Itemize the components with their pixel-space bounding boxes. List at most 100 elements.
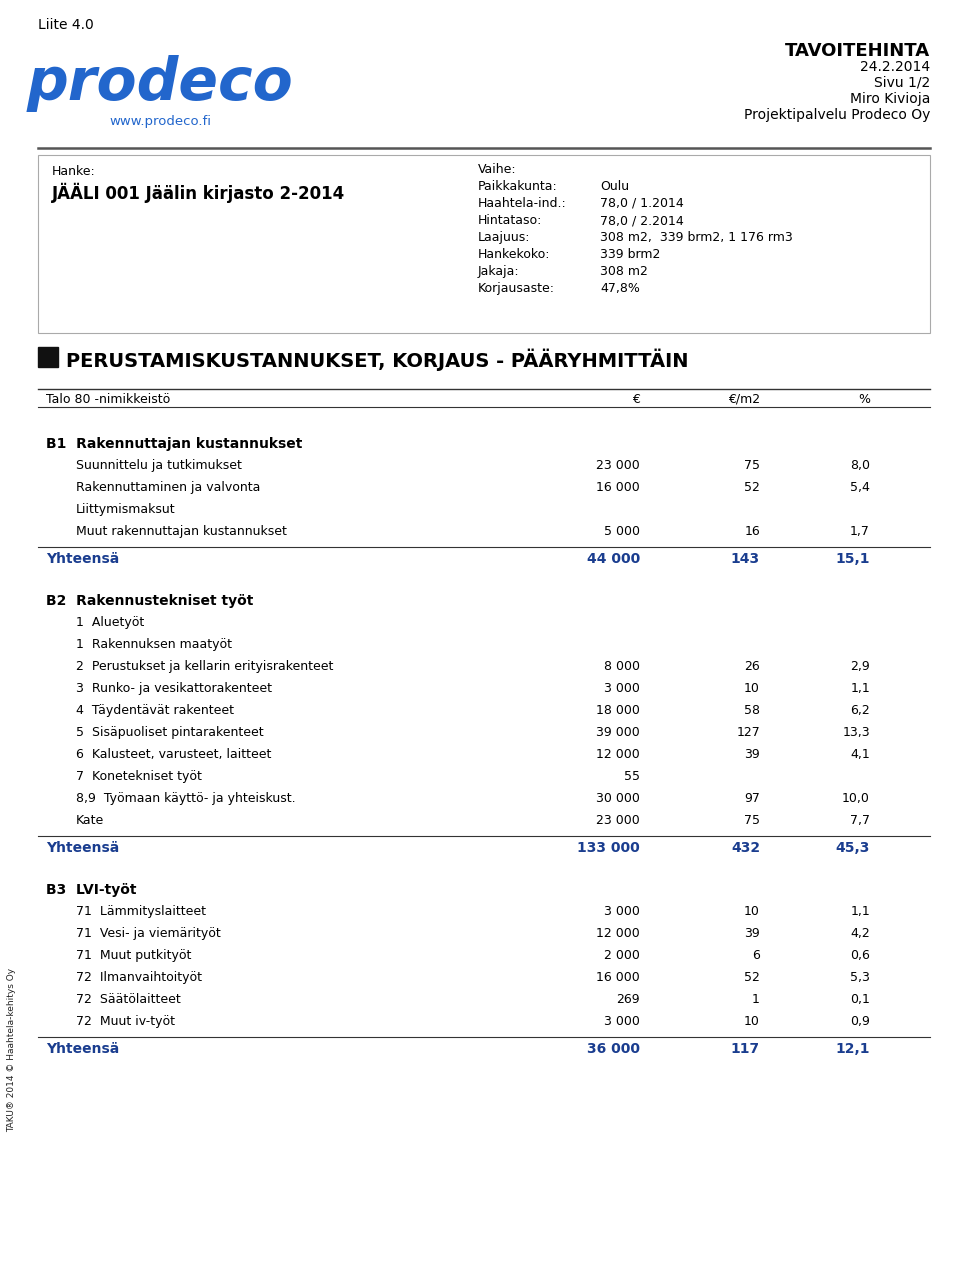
Text: 36 000: 36 000	[587, 1041, 640, 1056]
Text: €/m2: €/m2	[728, 393, 760, 406]
Text: 97: 97	[744, 792, 760, 804]
Text: Liite 4.0: Liite 4.0	[38, 18, 94, 32]
Text: Haahtela-ind.:: Haahtela-ind.:	[478, 197, 566, 210]
Text: 47,8%: 47,8%	[600, 282, 640, 295]
Text: JÄÄLI 001 Jäälin kirjasto 2-2014: JÄÄLI 001 Jäälin kirjasto 2-2014	[52, 183, 346, 204]
Text: 52: 52	[744, 480, 760, 494]
Text: Rakennuttaminen ja valvonta: Rakennuttaminen ja valvonta	[76, 480, 260, 494]
Text: 7,7: 7,7	[850, 813, 870, 828]
Text: 2 000: 2 000	[604, 949, 640, 962]
Text: 1,1: 1,1	[851, 681, 870, 696]
Text: 16 000: 16 000	[596, 971, 640, 984]
Text: 12 000: 12 000	[596, 927, 640, 940]
Text: Talo 80 -nimikkeistö: Talo 80 -nimikkeistö	[46, 393, 170, 406]
Text: 75: 75	[744, 459, 760, 471]
Text: 16: 16	[744, 525, 760, 538]
Text: 12,1: 12,1	[835, 1041, 870, 1056]
Text: Vaihe:: Vaihe:	[478, 163, 516, 175]
Text: www.prodeco.fi: www.prodeco.fi	[109, 115, 211, 128]
Text: 45,3: 45,3	[835, 842, 870, 854]
Text: 10: 10	[744, 904, 760, 918]
Text: 55: 55	[624, 770, 640, 783]
Text: 127: 127	[736, 726, 760, 739]
Text: 2  Perustukset ja kellarin erityisrakenteet: 2 Perustukset ja kellarin erityisrakente…	[76, 660, 333, 673]
Text: 71  Vesi- ja viemärityöt: 71 Vesi- ja viemärityöt	[76, 927, 221, 940]
Text: 18 000: 18 000	[596, 705, 640, 717]
Text: 6,2: 6,2	[851, 705, 870, 717]
Text: 0,9: 0,9	[851, 1015, 870, 1027]
Text: 308 m2,  339 brm2, 1 176 rm3: 308 m2, 339 brm2, 1 176 rm3	[600, 231, 793, 243]
Text: 432: 432	[731, 842, 760, 854]
Text: 1,1: 1,1	[851, 904, 870, 918]
Text: 0,1: 0,1	[851, 993, 870, 1006]
Text: B1  Rakennuttajan kustannukset: B1 Rakennuttajan kustannukset	[46, 437, 302, 451]
Text: Laajuus:: Laajuus:	[478, 231, 531, 243]
Text: Korjausaste:: Korjausaste:	[478, 282, 555, 295]
Text: 10: 10	[744, 681, 760, 696]
Text: 1  Rakennuksen maatyöt: 1 Rakennuksen maatyöt	[76, 638, 232, 651]
Text: 10,0: 10,0	[842, 792, 870, 804]
Text: 5,4: 5,4	[851, 480, 870, 494]
Text: 58: 58	[744, 705, 760, 717]
Text: Hintataso:: Hintataso:	[478, 214, 542, 227]
Text: %: %	[858, 393, 870, 406]
Text: 5  Sisäpuoliset pintarakenteet: 5 Sisäpuoliset pintarakenteet	[76, 726, 264, 739]
Text: 5 000: 5 000	[604, 525, 640, 538]
Text: 72  Säätölaitteet: 72 Säätölaitteet	[76, 993, 180, 1006]
Text: 1: 1	[752, 993, 760, 1006]
Text: 75: 75	[744, 813, 760, 828]
Text: 52: 52	[744, 971, 760, 984]
Text: Paikkakunta:: Paikkakunta:	[478, 181, 558, 193]
Text: 10: 10	[744, 1015, 760, 1027]
Text: Sivu 1/2: Sivu 1/2	[874, 76, 930, 90]
Text: prodeco: prodeco	[27, 55, 294, 111]
Text: TAVOITEHINTA: TAVOITEHINTA	[785, 42, 930, 60]
Text: Liittymismaksut: Liittymismaksut	[76, 503, 176, 516]
Text: 30 000: 30 000	[596, 792, 640, 804]
Text: 1,7: 1,7	[851, 525, 870, 538]
Text: B3  LVI-työt: B3 LVI-työt	[46, 883, 136, 897]
Text: 1  Aluetyöt: 1 Aluetyöt	[76, 616, 144, 629]
Bar	[38, 347, 58, 366]
Text: 117: 117	[731, 1041, 760, 1056]
Text: 3 000: 3 000	[604, 904, 640, 918]
Text: 6: 6	[752, 949, 760, 962]
Text: Yhteensä: Yhteensä	[46, 1041, 119, 1056]
Text: Suunnittelu ja tutkimukset: Suunnittelu ja tutkimukset	[76, 459, 242, 471]
Text: 3 000: 3 000	[604, 1015, 640, 1027]
Text: 13,3: 13,3	[842, 726, 870, 739]
Text: €: €	[632, 393, 640, 406]
Text: 23 000: 23 000	[596, 459, 640, 471]
Text: Oulu: Oulu	[600, 181, 629, 193]
Text: TAKU® 2014 © Haahtela-kehitys Oy: TAKU® 2014 © Haahtela-kehitys Oy	[8, 968, 16, 1132]
FancyBboxPatch shape	[38, 155, 930, 333]
Text: 44 000: 44 000	[587, 552, 640, 566]
Text: 143: 143	[731, 552, 760, 566]
Text: Jakaja:: Jakaja:	[478, 265, 519, 278]
Text: 72  Muut iv-työt: 72 Muut iv-työt	[76, 1015, 175, 1027]
Text: 6  Kalusteet, varusteet, laitteet: 6 Kalusteet, varusteet, laitteet	[76, 748, 272, 761]
Text: 8,9  Työmaan käyttö- ja yhteiskust.: 8,9 Työmaan käyttö- ja yhteiskust.	[76, 792, 296, 804]
Text: 78,0 / 2.2014: 78,0 / 2.2014	[600, 214, 684, 227]
Text: 26: 26	[744, 660, 760, 673]
Text: Hankekoko:: Hankekoko:	[478, 249, 550, 261]
Text: 23 000: 23 000	[596, 813, 640, 828]
Text: 3 000: 3 000	[604, 681, 640, 696]
Text: 24.2.2014: 24.2.2014	[860, 60, 930, 74]
Text: 39: 39	[744, 748, 760, 761]
Text: 308 m2: 308 m2	[600, 265, 648, 278]
Text: 15,1: 15,1	[835, 552, 870, 566]
Text: PERUSTAMISKUSTANNUKSET, KORJAUS - PÄÄRYHMITTÄIN: PERUSTAMISKUSTANNUKSET, KORJAUS - PÄÄRYH…	[66, 348, 688, 371]
Text: 133 000: 133 000	[577, 842, 640, 854]
Text: B2  Rakennustekniset työt: B2 Rakennustekniset työt	[46, 594, 253, 608]
Text: 339 brm2: 339 brm2	[600, 249, 660, 261]
Text: 0,6: 0,6	[851, 949, 870, 962]
Text: 8 000: 8 000	[604, 660, 640, 673]
Text: 5,3: 5,3	[851, 971, 870, 984]
Text: 8,0: 8,0	[850, 459, 870, 471]
Text: Yhteensä: Yhteensä	[46, 552, 119, 566]
Text: 7  Konetekniset työt: 7 Konetekniset työt	[76, 770, 202, 783]
Text: 39: 39	[744, 927, 760, 940]
Text: Kate: Kate	[76, 813, 105, 828]
Text: 4,2: 4,2	[851, 927, 870, 940]
